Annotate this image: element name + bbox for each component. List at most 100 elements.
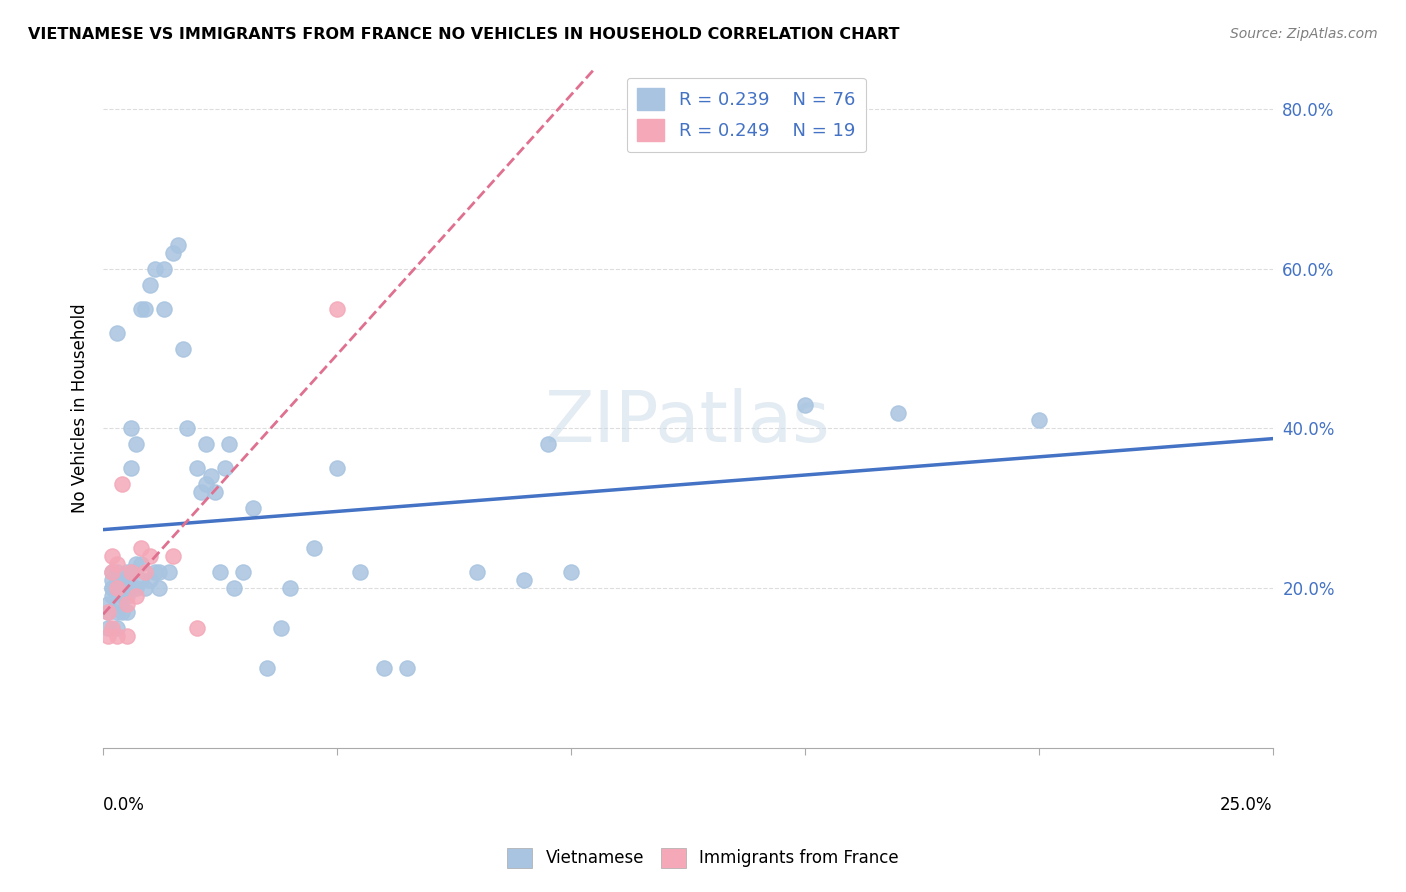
Point: [214, 461, 236, 475]
Point: [105, 622, 128, 636]
Point: [101, 566, 124, 580]
Point: [176, 421, 198, 435]
Text: Source: ZipAtlas.com: Source: ZipAtlas.com: [1230, 27, 1378, 41]
Point: [97, 598, 120, 612]
Point: [111, 606, 134, 620]
Point: [97, 630, 120, 644]
Point: [302, 541, 325, 556]
Point: [105, 566, 128, 580]
Point: [157, 566, 180, 580]
Point: [153, 301, 176, 316]
Point: [148, 582, 170, 596]
Point: [105, 582, 128, 596]
Point: [349, 566, 371, 580]
Point: [139, 549, 162, 564]
Point: [256, 661, 278, 675]
Point: [134, 301, 156, 316]
Text: 0.0%: 0.0%: [103, 796, 145, 814]
Point: [105, 630, 128, 644]
Point: [120, 582, 142, 596]
Point: [101, 590, 124, 604]
Point: [162, 245, 184, 260]
Point: [120, 566, 142, 580]
Point: [105, 574, 128, 588]
Text: VIETNAMESE VS IMMIGRANTS FROM FRANCE NO VEHICLES IN HOUSEHOLD CORRELATION CHART: VIETNAMESE VS IMMIGRANTS FROM FRANCE NO …: [28, 27, 900, 42]
Point: [396, 661, 419, 675]
Point: [97, 606, 120, 620]
Point: [105, 598, 128, 612]
Point: [536, 437, 558, 451]
Point: [373, 661, 395, 675]
Point: [143, 566, 166, 580]
Point: [101, 582, 124, 596]
Point: [115, 566, 138, 580]
Point: [242, 501, 264, 516]
Point: [172, 342, 194, 356]
Point: [270, 622, 292, 636]
Point: [115, 582, 138, 596]
Legend: R = 0.239    N = 76, R = 0.249    N = 19: R = 0.239 N = 76, R = 0.249 N = 19: [627, 78, 866, 153]
Point: [120, 461, 142, 475]
Point: [167, 237, 190, 252]
Point: [105, 582, 128, 596]
Point: [278, 582, 301, 596]
Point: [190, 485, 212, 500]
Point: [326, 461, 349, 475]
Point: [467, 566, 489, 580]
Point: [513, 574, 536, 588]
Point: [129, 558, 152, 572]
Point: [162, 549, 184, 564]
Point: [195, 437, 218, 451]
Point: [115, 606, 138, 620]
Y-axis label: No Vehicles in Household: No Vehicles in Household: [72, 303, 89, 513]
Point: [129, 541, 152, 556]
Point: [101, 574, 124, 588]
Point: [218, 437, 240, 451]
Point: [326, 301, 349, 316]
Point: [115, 590, 138, 604]
Point: [97, 622, 120, 636]
Point: [101, 549, 124, 564]
Point: [111, 477, 134, 491]
Point: [120, 566, 142, 580]
Point: [129, 301, 152, 316]
Point: [105, 326, 128, 340]
Point: [195, 477, 218, 491]
Point: [111, 590, 134, 604]
Point: [125, 437, 148, 451]
Point: [1028, 413, 1050, 427]
Point: [115, 574, 138, 588]
Point: [125, 590, 148, 604]
Point: [793, 397, 815, 411]
Point: [232, 566, 254, 580]
Point: [139, 277, 162, 292]
Point: [120, 421, 142, 435]
Point: [153, 261, 176, 276]
Point: [139, 574, 162, 588]
Point: [134, 566, 156, 580]
Point: [148, 566, 170, 580]
Point: [105, 606, 128, 620]
Point: [200, 469, 222, 483]
Point: [111, 582, 134, 596]
Point: [101, 622, 124, 636]
Point: [97, 606, 120, 620]
Point: [209, 566, 232, 580]
Point: [887, 405, 910, 419]
Point: [101, 566, 124, 580]
Point: [101, 582, 124, 596]
Point: [105, 558, 128, 572]
Point: [143, 261, 166, 276]
Text: ZIPatlas: ZIPatlas: [546, 388, 831, 457]
Point: [115, 598, 138, 612]
Legend: Vietnamese, Immigrants from France: Vietnamese, Immigrants from France: [501, 841, 905, 875]
Point: [129, 574, 152, 588]
Point: [560, 566, 582, 580]
Point: [204, 485, 226, 500]
Point: [115, 630, 138, 644]
Point: [186, 461, 208, 475]
Point: [125, 582, 148, 596]
Text: 25.0%: 25.0%: [1220, 796, 1272, 814]
Point: [224, 582, 246, 596]
Point: [186, 622, 208, 636]
